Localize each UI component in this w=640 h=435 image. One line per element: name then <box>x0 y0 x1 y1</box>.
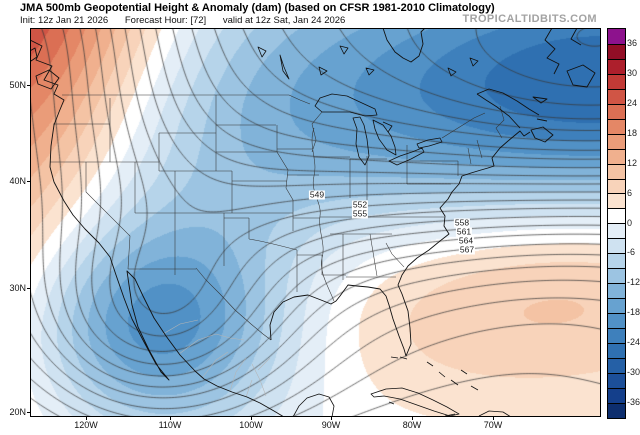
colorbar-tick-label: 36 <box>627 37 638 48</box>
colorbar-segment <box>608 328 625 344</box>
colorbar-segment <box>608 268 625 284</box>
colorbar-tick-label: 12 <box>627 157 638 168</box>
lat-tick-mark <box>27 85 30 86</box>
colorbar-tick-label: -6 <box>627 247 636 258</box>
lat-tick-mark <box>27 181 30 182</box>
lat-tick-label: 20N <box>9 407 26 417</box>
contour-value-label: 564 <box>457 235 475 246</box>
valid-time: valid at 12z Sat, Jan 24 2026 <box>222 15 346 26</box>
colorbar-segment <box>608 178 625 194</box>
colorbar-segment <box>608 387 625 403</box>
lon-tick-label: 90W <box>321 420 341 430</box>
colorbar-tick-label: 6 <box>627 187 633 198</box>
colorbar-segment <box>608 343 625 358</box>
lat-tick-label: 50N <box>9 80 26 90</box>
lon-tick-label: 80W <box>402 420 422 430</box>
colorbar-segment <box>608 402 625 418</box>
contour-value-label: 567 <box>458 244 476 255</box>
forecast-hour: Forecast Hour: [72] <box>124 15 207 26</box>
init-time: Init: 12z Jan 21 2026 <box>20 15 109 26</box>
lon-tick-mark <box>331 417 332 420</box>
contour-value-label: 552 <box>351 199 369 210</box>
colorbar-segment <box>608 103 625 119</box>
colorbar-segment <box>608 29 625 44</box>
map-image[interactable] <box>30 28 601 417</box>
colorbar-segment <box>608 43 625 59</box>
lon-tick-label: 70W <box>483 420 503 430</box>
lat-tick-label: 40N <box>9 176 26 186</box>
lat-tick-mark <box>27 412 30 413</box>
colorbar-tick-label: 24 <box>627 97 638 108</box>
site-watermark: TROPICALTIDBITS.COM <box>462 13 597 25</box>
colorbar-tick-label: 0 <box>627 217 633 228</box>
colorbar-tick-label: -24 <box>627 337 640 348</box>
colorbar-tick-label: 30 <box>627 67 638 78</box>
colorbar-segment <box>608 238 625 254</box>
lon-tick-mark <box>86 417 87 420</box>
colorbar-segment <box>608 73 625 89</box>
colorbar-tick-label: -12 <box>627 277 640 288</box>
lon-tick-mark <box>170 417 171 420</box>
colorbar-tick-label: -18 <box>627 307 640 318</box>
colorbar-tick-label: 18 <box>627 127 638 138</box>
colorbar-segment <box>608 313 625 329</box>
lat-tick-label: 30N <box>9 283 26 293</box>
contour-value-label: 558 <box>453 217 471 228</box>
page-title: JMA 500mb Geopotential Height & Anomaly … <box>20 2 495 14</box>
colorbar-segment <box>608 118 625 134</box>
lon-tick-label: 120W <box>74 420 98 430</box>
colorbar-segment <box>608 163 625 179</box>
lat-tick-mark <box>27 288 30 289</box>
lon-tick-label: 110W <box>158 420 182 430</box>
colorbar-tick-label: -36 <box>627 397 640 408</box>
contour-value-label: 555 <box>351 208 369 219</box>
contour-value-label: 561 <box>455 226 473 237</box>
lon-tick-mark <box>251 417 252 420</box>
colorbar-segment <box>608 253 625 269</box>
colorbar-segment <box>608 148 625 164</box>
colorbar-tick-label: -30 <box>627 367 640 378</box>
colorbar-segment <box>608 193 625 209</box>
lon-tick-mark <box>412 417 413 420</box>
colorbar-segment <box>608 372 625 388</box>
lon-tick-label: 100W <box>239 420 263 430</box>
anomaly-colorbar <box>607 28 626 419</box>
colorbar-segment <box>608 58 625 74</box>
colorbar-segment <box>608 208 625 224</box>
lon-tick-mark <box>493 417 494 420</box>
colorbar-segment <box>608 223 625 239</box>
colorbar-segment <box>608 283 625 299</box>
colorbar-segment <box>608 357 625 373</box>
colorbar-segment <box>608 133 625 149</box>
run-info: Init: 12z Jan 21 2026 Forecast Hour: [72… <box>20 15 359 26</box>
colorbar-segment <box>608 88 625 104</box>
contour-value-label: 549 <box>308 189 326 200</box>
colorbar-segment <box>608 298 625 314</box>
